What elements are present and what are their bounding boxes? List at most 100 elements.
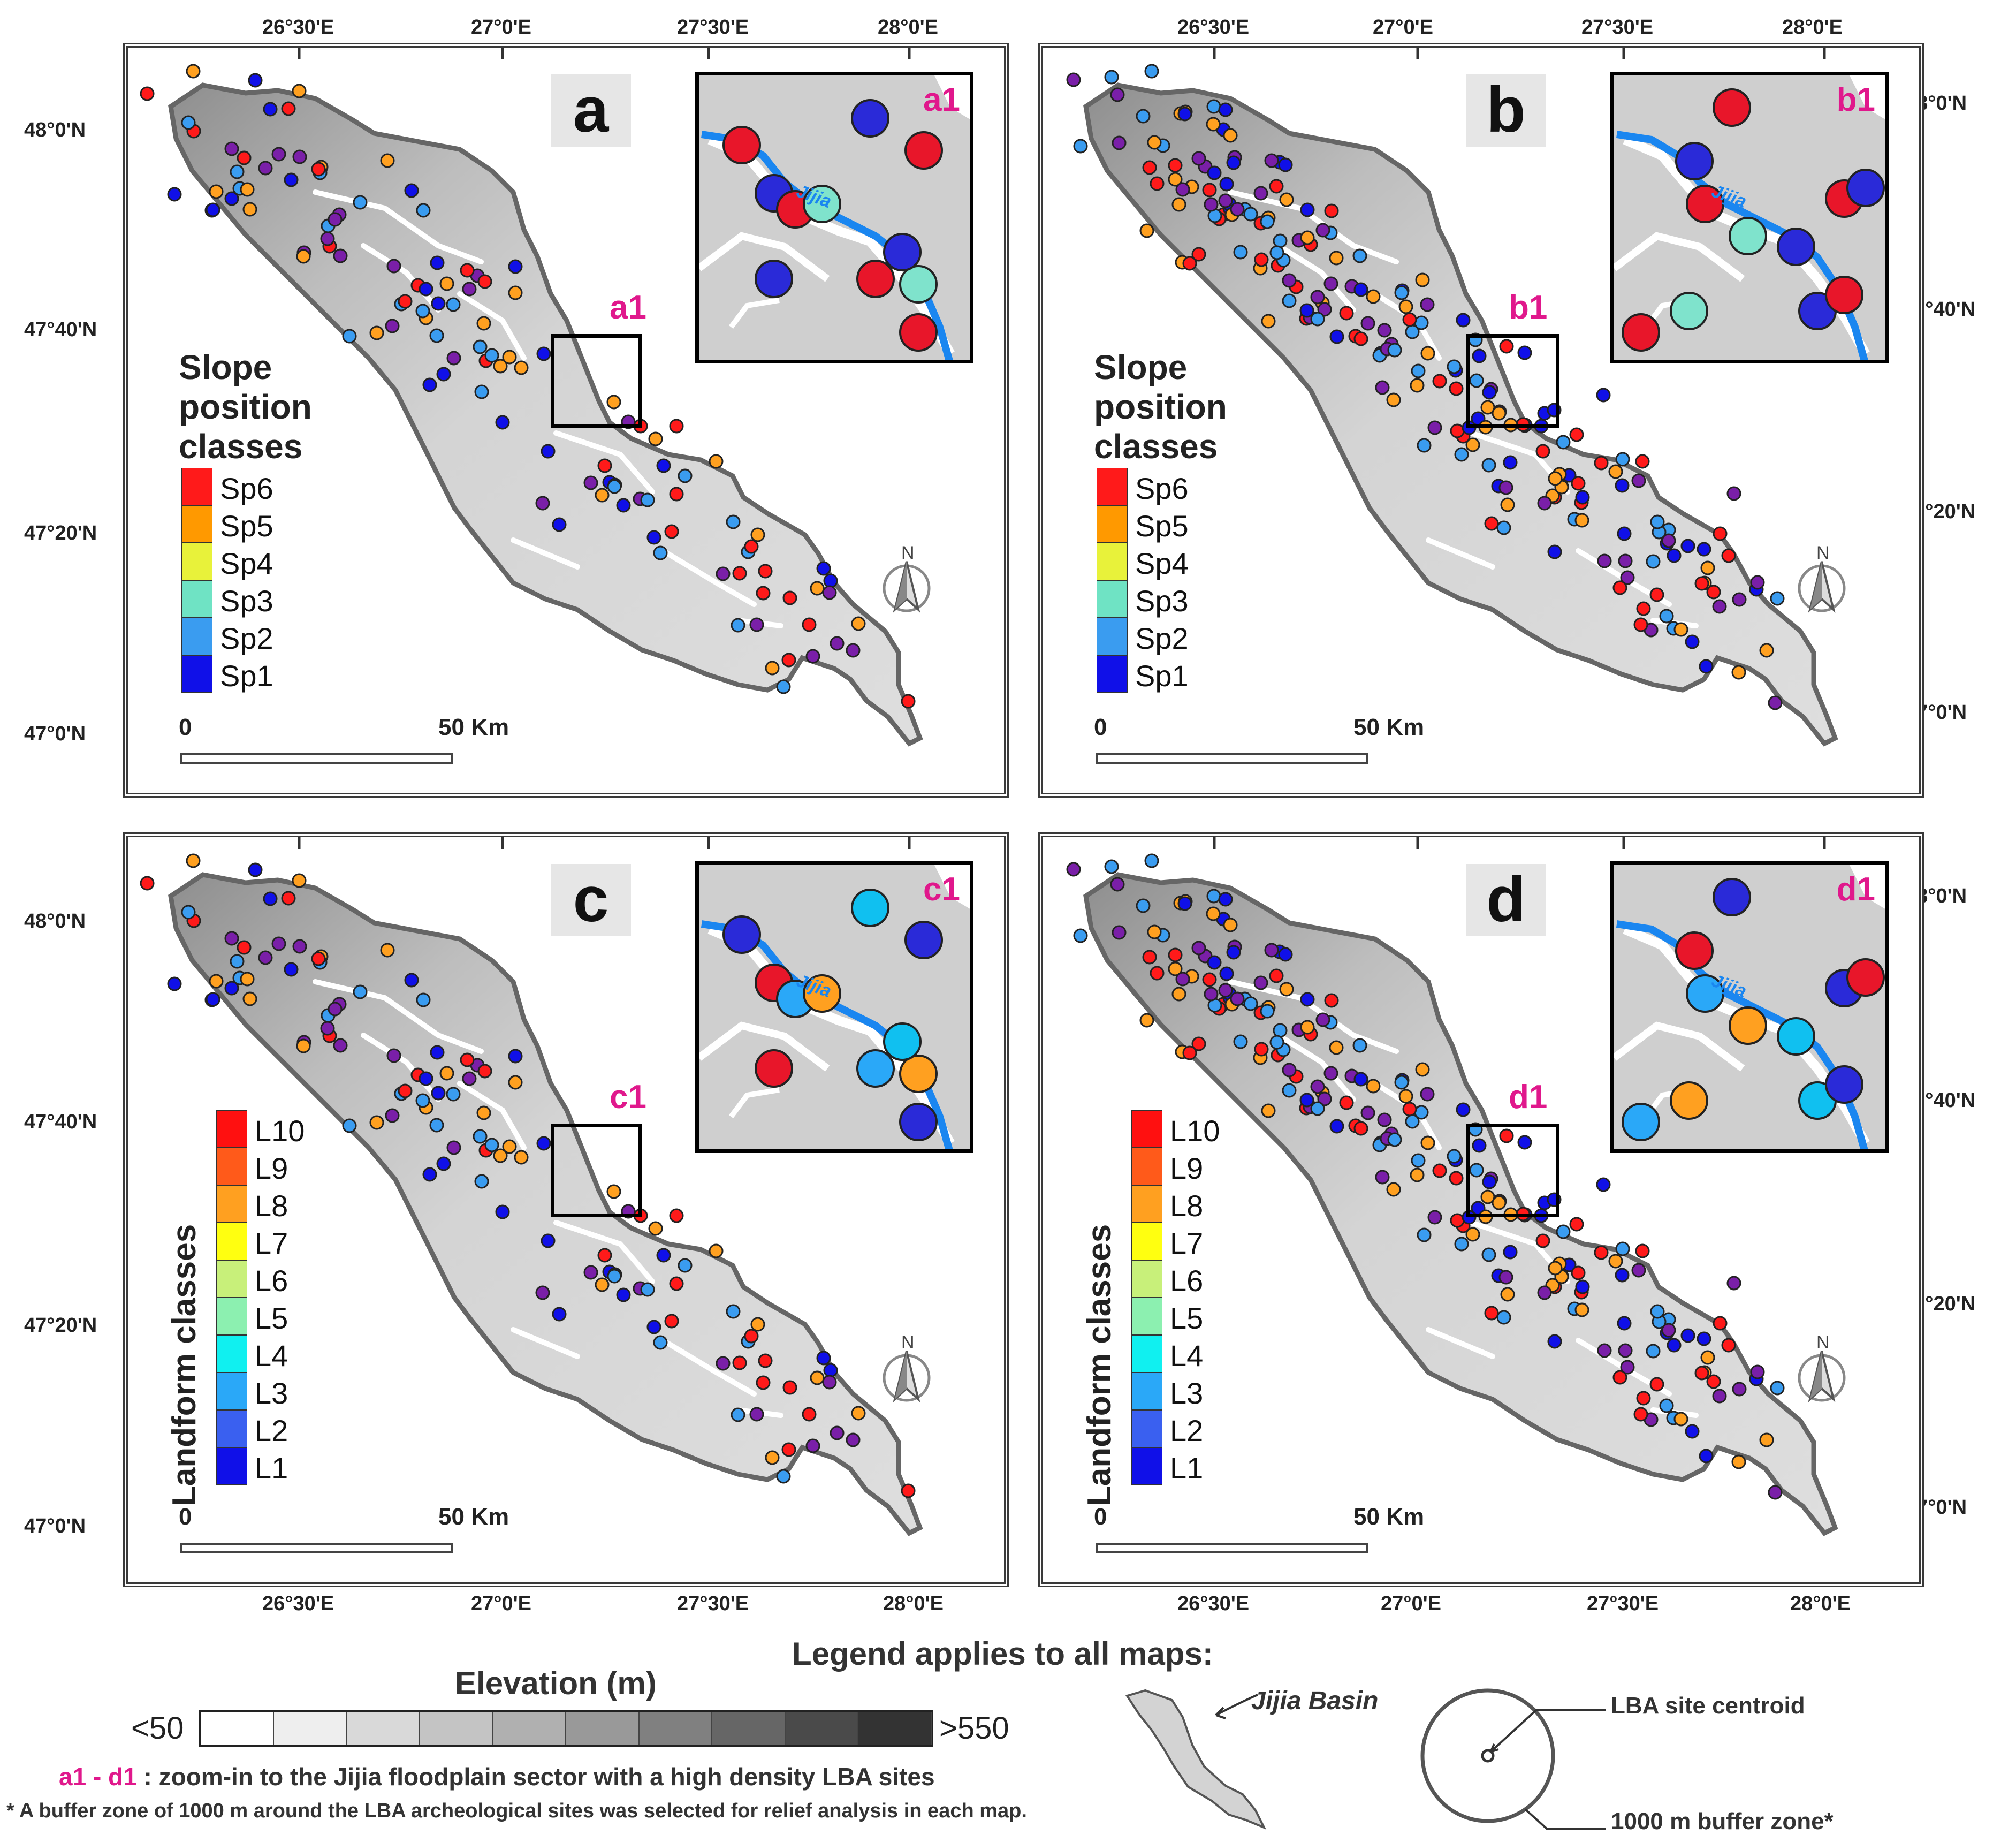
legend-swatch <box>181 505 212 543</box>
lba-site-marker <box>1595 457 1608 469</box>
lba-site-marker <box>803 618 816 631</box>
lba-site-marker <box>902 1484 915 1497</box>
lba-site-marker <box>766 1451 779 1464</box>
lba-site-marker <box>387 1049 400 1062</box>
landform-legend-title: Landform classes <box>1081 1224 1119 1506</box>
lba-site-marker <box>1074 929 1087 942</box>
lba-site-marker <box>334 249 347 262</box>
zoom-inset: Jijia b1 <box>1610 72 1889 363</box>
lba-site-marker <box>537 1137 550 1150</box>
lba-site-marker <box>496 416 509 429</box>
lba-site-marker <box>1428 421 1441 434</box>
lba-site-marker <box>431 1046 444 1059</box>
lba-site-marker <box>1067 73 1080 86</box>
north-arrow-icon <box>1799 562 1844 611</box>
legend-label: L2 <box>255 1413 288 1448</box>
legend-label: Sp5 <box>1135 509 1189 543</box>
landform-legend-title: Landform classes <box>165 1224 203 1506</box>
lba-site-marker <box>777 680 790 693</box>
lba-site-marker <box>1265 944 1278 957</box>
lba-site-marker <box>1572 477 1585 490</box>
lba-site-marker <box>1538 497 1551 510</box>
lba-site-marker <box>207 993 219 1006</box>
inset-site-buffer <box>900 266 937 302</box>
inset-site-buffer <box>756 1050 792 1087</box>
north-label: N <box>901 543 915 563</box>
lba-site-marker <box>1769 1486 1782 1499</box>
lba-site-marker <box>1178 108 1191 120</box>
lba-site-marker <box>732 1408 744 1421</box>
legend-item: L7 <box>216 1223 355 1260</box>
legend-swatch <box>1097 655 1128 693</box>
lba-site-marker <box>1317 224 1329 237</box>
lba-site-marker <box>1416 1063 1429 1076</box>
legend-label: L8 <box>1170 1188 1203 1223</box>
lba-site-marker <box>321 232 334 245</box>
lba-site-marker <box>1597 1178 1610 1191</box>
lba-site-marker <box>902 695 915 708</box>
lba-site-marker <box>1361 317 1374 330</box>
inset-site-buffer <box>724 127 760 163</box>
lat-label: 47°20'N <box>24 522 97 545</box>
inset-site-buffer <box>1623 314 1659 351</box>
lat-label: 48°0'N <box>24 910 86 933</box>
legend-swatch <box>181 618 212 655</box>
legend-label: L5 <box>1170 1301 1203 1336</box>
lba-site-marker <box>1340 307 1353 320</box>
lba-site-marker <box>420 283 432 295</box>
lba-site-marker <box>1387 1183 1400 1196</box>
lba-site-marker <box>1598 555 1611 567</box>
legend-heading: Legend applies to all maps: <box>792 1635 1213 1672</box>
map-panel-d: N 0 50 Km d d1 Jijia d1 Landform classes L10 L9 L… <box>1038 832 1924 1587</box>
lba-site-marker <box>641 1283 654 1296</box>
legend-item: Sp2 <box>1097 618 1236 655</box>
lba-site-marker <box>437 368 450 381</box>
lba-site-marker <box>386 320 399 332</box>
lba-site-marker <box>1482 459 1495 472</box>
lba-site-marker <box>1728 1277 1740 1290</box>
inset-label: a1 <box>923 81 960 119</box>
lba-site-marker <box>745 540 758 553</box>
lba-site-marker <box>1151 177 1163 190</box>
lba-site-marker <box>1111 88 1124 101</box>
lon-label: 27°0'E <box>1373 16 1433 39</box>
lba-site-marker <box>1205 198 1218 211</box>
lba-site-marker <box>1616 1269 1629 1282</box>
north-label: N <box>1816 543 1830 563</box>
lba-site-marker <box>182 906 195 919</box>
lba-site-marker <box>1207 118 1220 131</box>
lba-site-marker <box>831 1427 843 1439</box>
lba-site-marker <box>1412 365 1425 377</box>
lba-site-marker <box>293 150 306 163</box>
lba-site-marker <box>515 361 528 374</box>
legend-item: Sp6 <box>1097 468 1236 505</box>
scale-bar <box>181 754 452 763</box>
lba-site-marker <box>1536 1234 1549 1247</box>
lba-site-marker <box>1686 1425 1699 1438</box>
north-label: N <box>1816 1332 1830 1353</box>
lba-site-marker <box>1433 1164 1446 1177</box>
scale-fifty-km: 50 Km <box>1353 1504 1424 1530</box>
lba-site-marker <box>1325 1067 1337 1080</box>
lba-site-marker <box>1769 696 1782 709</box>
lba-site-marker <box>751 528 764 541</box>
legend-swatch <box>216 1223 247 1260</box>
lba-site-marker <box>399 1085 412 1097</box>
lba-site-marker <box>670 420 683 433</box>
lba-site-marker <box>1771 592 1784 605</box>
basin-label: Jijia Basin <box>1251 1686 1378 1716</box>
inset-site-buffer <box>857 261 894 297</box>
lba-site-marker <box>354 985 367 998</box>
lba-site-marker <box>1660 610 1673 623</box>
lba-site-marker <box>461 1053 474 1066</box>
lba-site-marker <box>1301 1021 1314 1034</box>
lba-site-marker <box>654 1336 667 1349</box>
legend-label: Sp6 <box>1135 471 1189 506</box>
lba-site-marker <box>1497 1311 1510 1324</box>
lba-site-marker <box>1261 215 1274 228</box>
lba-site-marker <box>1301 231 1314 244</box>
lba-site-marker <box>210 975 223 988</box>
lba-site-marker <box>1450 1172 1463 1185</box>
lba-site-marker <box>1220 967 1233 980</box>
inset-label: c1 <box>923 870 960 908</box>
